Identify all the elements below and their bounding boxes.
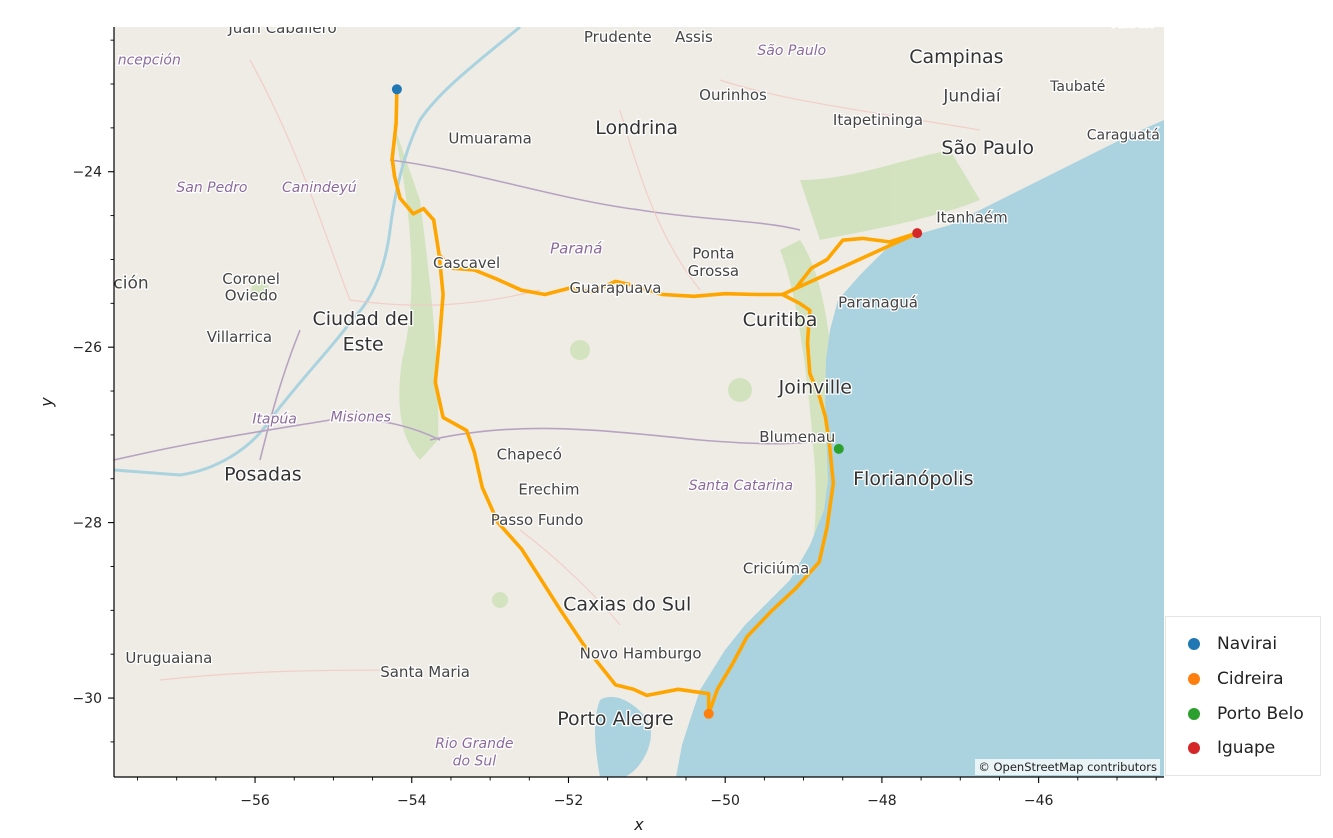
map-place-label: Itanhaém xyxy=(936,209,1008,227)
map-place-label: Presidente xyxy=(580,10,659,28)
map-place-label: Villarrica xyxy=(207,328,272,346)
map-place-label: ación xyxy=(103,273,149,293)
y-tick-label: −30 xyxy=(72,691,102,707)
map-place-label: Novo Hamburgo xyxy=(580,645,702,663)
x-tick-label: −56 xyxy=(240,793,270,809)
legend-label: Navirai xyxy=(1217,634,1278,654)
map-place-label: Itapúa xyxy=(252,412,297,428)
map-place-label: Uruguaiana xyxy=(125,649,212,667)
legend-marker xyxy=(1188,708,1200,720)
city-marker-iguape xyxy=(912,228,923,239)
map-place-label: Canindeyú xyxy=(282,180,357,196)
map-place-label: Rio Grande xyxy=(435,736,513,752)
map-place-label: Posadas xyxy=(224,464,302,486)
legend-label: Cidreira xyxy=(1217,669,1284,689)
legend: Navirai Cidreira Porto Belo Iguape xyxy=(1165,616,1321,776)
y-axis-ticks: −24 −26 −28 −30 xyxy=(72,39,114,743)
map-place-label: Cascavel xyxy=(433,254,500,272)
map-place-label: Chapecó xyxy=(497,446,562,464)
map-place-label: Criciúma xyxy=(743,560,810,578)
borders xyxy=(114,159,821,461)
roads xyxy=(159,59,981,681)
legend-item: Iguape xyxy=(1188,738,1275,758)
y-tick-label: −24 xyxy=(72,165,102,181)
map-place-label: Guarapuava xyxy=(570,279,662,297)
map-place-label: Campinas xyxy=(909,46,1003,68)
city-marker-porto-belo xyxy=(833,443,844,454)
map-place-label: Ponta xyxy=(692,245,734,263)
x-axis-ticks: −56 −54 −52 −50 −48 −46 xyxy=(137,777,1157,809)
map-place-label: Londrina xyxy=(595,117,678,139)
map-place-label: Santa Maria xyxy=(380,663,470,681)
legend-label: Porto Belo xyxy=(1217,704,1304,724)
map-place-label: Porto Alegre xyxy=(557,708,673,730)
map-place-label: Coronel xyxy=(222,270,280,288)
map-place-label: Florianópolis xyxy=(853,468,973,490)
map-place-label: Jundiaí xyxy=(942,87,1001,107)
map-place-label: Este xyxy=(343,334,384,356)
x-tick-label: −52 xyxy=(554,793,584,809)
y-tick-label: −28 xyxy=(72,516,102,532)
map-place-label: Oviedo xyxy=(225,287,278,305)
legend-item: Cidreira xyxy=(1188,669,1284,689)
map-place-label: Jaú xyxy=(807,9,830,25)
map-place-label: ncepción xyxy=(118,53,181,69)
map-place-label: Erechim xyxy=(518,481,579,499)
map-place-label: Grossa xyxy=(688,262,739,280)
y-axis-label: y xyxy=(37,397,56,408)
lagoon xyxy=(595,696,651,777)
map-place-label: Taubaté xyxy=(1049,79,1105,95)
x-tick-label: −46 xyxy=(1024,793,1054,809)
route-line xyxy=(390,87,919,716)
map-place-label: Resen xyxy=(1111,15,1154,31)
legend-label: Iguape xyxy=(1217,738,1276,758)
map-place-label: São Paulo xyxy=(757,43,826,59)
ocean xyxy=(676,120,1164,777)
map-place-label: Assis xyxy=(675,28,713,46)
map-place-label: São Paulo xyxy=(941,137,1034,159)
map-place-label: Paranaguá xyxy=(838,294,918,312)
map-place-label: Umuarama xyxy=(448,130,531,148)
city-marker-navirai xyxy=(391,84,402,95)
legend-item: Porto Belo xyxy=(1188,704,1304,724)
x-tick-label: −54 xyxy=(397,793,427,809)
map-attribution: © OpenStreetMap contributors xyxy=(975,759,1160,775)
map-place-label: Misiones xyxy=(331,410,392,426)
parana-river xyxy=(114,27,521,477)
map-place-label: Blumenau xyxy=(759,428,835,446)
map-place-label: Paraná xyxy=(550,239,602,257)
x-tick-label: −50 xyxy=(710,793,740,809)
map-place-label: Passo Fundo xyxy=(491,511,584,529)
map-place-label: Ciudad del xyxy=(312,308,413,330)
map-place-label: Juan Caballero xyxy=(227,19,336,37)
legend-marker xyxy=(1188,673,1200,685)
map-place-label: Caraguatá xyxy=(1087,127,1160,143)
city-markers xyxy=(391,84,923,719)
map-place-label: Ourinhos xyxy=(699,86,767,104)
y-tick-label: −26 xyxy=(72,340,102,356)
legend-marker xyxy=(1188,638,1200,650)
x-tick-label: −48 xyxy=(867,793,897,809)
map-place-label: Prudente xyxy=(584,28,652,46)
map-place-label: Itapetininga xyxy=(833,111,923,129)
map-place-label: Caxias do Sul xyxy=(563,593,691,615)
map-place-label: Santa Catarina xyxy=(689,478,793,494)
map-place-label: Curitiba xyxy=(743,309,818,331)
legend-marker xyxy=(1188,742,1200,754)
map-place-label: San Pedro xyxy=(176,180,247,196)
legend-item: Navirai xyxy=(1188,634,1277,654)
x-axis-label: x xyxy=(633,815,644,834)
map-place-label: Joinville xyxy=(778,377,852,399)
map-place-label: do Sul xyxy=(453,754,497,770)
city-marker-cidreira xyxy=(703,708,714,719)
